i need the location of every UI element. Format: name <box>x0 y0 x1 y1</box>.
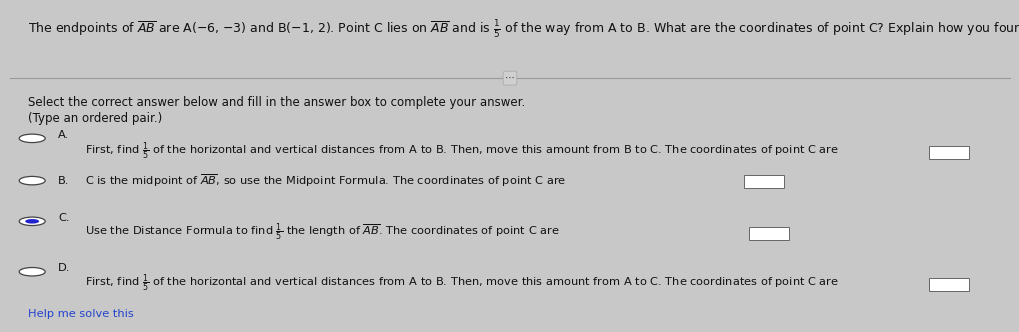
Text: A.: A. <box>58 130 69 140</box>
FancyBboxPatch shape <box>928 278 968 290</box>
Text: The endpoints of $\overline{AB}$ are A($-$6, $-$3) and B($-$1, 2). Point C lies : The endpoints of $\overline{AB}$ are A($… <box>29 18 1019 40</box>
Text: D.: D. <box>58 264 70 274</box>
Text: (Type an ordered pair.): (Type an ordered pair.) <box>29 112 162 125</box>
Circle shape <box>19 268 45 276</box>
Text: C is the midpoint of $\overline{AB}$, so use the Midpoint Formula. The coordinat: C is the midpoint of $\overline{AB}$, so… <box>86 172 566 189</box>
Text: B.: B. <box>58 176 69 186</box>
Text: Use the Distance Formula to find $\frac{1}{5}$ the length of $\overline{AB}$. Th: Use the Distance Formula to find $\frac{… <box>86 222 559 243</box>
Circle shape <box>19 176 45 185</box>
Text: First, find $\frac{1}{5}$ of the horizontal and vertical distances from A to B. : First, find $\frac{1}{5}$ of the horizon… <box>86 272 839 294</box>
Text: Select the correct answer below and fill in the answer box to complete your answ: Select the correct answer below and fill… <box>29 96 525 109</box>
Circle shape <box>19 134 45 142</box>
Circle shape <box>19 217 45 225</box>
Circle shape <box>25 219 39 223</box>
Text: ⋯: ⋯ <box>504 73 515 83</box>
FancyBboxPatch shape <box>928 146 968 159</box>
Text: First, find $\frac{1}{5}$ of the horizontal and vertical distances from A to B. : First, find $\frac{1}{5}$ of the horizon… <box>86 140 839 162</box>
FancyBboxPatch shape <box>748 227 788 240</box>
Text: Help me solve this: Help me solve this <box>29 309 133 319</box>
Text: C.: C. <box>58 213 69 223</box>
FancyBboxPatch shape <box>743 175 784 188</box>
